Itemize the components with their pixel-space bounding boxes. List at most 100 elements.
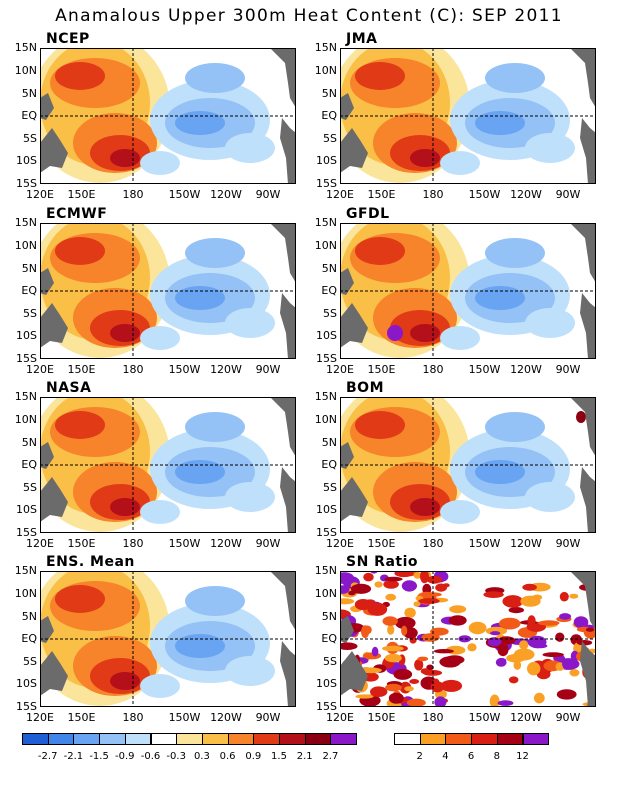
lat-tick-label: 10S [7, 503, 37, 516]
sn-ratio-area [538, 620, 559, 625]
map-panel-jma: JMA 15N 10N 5N EQ 5S 10S 15S 120E 150E 180 150W 120W… [340, 48, 596, 184]
cool-anomaly-area [175, 634, 225, 658]
map-panel-sn-ratio: SN Ratio 15N 10N 5N EQ 5S 10S 15S 120E 150E 180 150… [340, 571, 596, 707]
lat-tick-label: 5S [7, 132, 37, 145]
sn-ratio-area [402, 580, 417, 591]
sn-ratio-area [432, 679, 439, 690]
cool-anomaly-area [225, 482, 275, 512]
lat-tick-label: EQ [307, 632, 337, 645]
lon-tick-label: 150E [62, 711, 102, 724]
sn-ratio-area [385, 594, 396, 601]
lat-tick-label: 5N [307, 262, 337, 275]
sn-ratio-area [351, 584, 371, 594]
colorbar-swatch [228, 733, 255, 745]
lat-tick-label: 15N [7, 390, 37, 403]
sn-ratio-area [522, 584, 537, 591]
sn-ratio-area [427, 576, 442, 584]
anomaly-colorbar: -2.7 -2.1 -1.5 -0.9 -0.6 -0.3 0.3 0.6 0.9 1.5 2.1 2… [22, 733, 356, 767]
map-panel-nasa: NASA 15N 10N 5N EQ 5S 10S 15S 120E 150E 180 150W 120… [40, 397, 296, 533]
cool-anomaly-area [175, 111, 225, 135]
colorbar-swatch [176, 733, 203, 745]
lon-tick-label: 180 [413, 711, 453, 724]
cool-anomaly-area [525, 133, 575, 163]
heat-content-map [40, 48, 296, 184]
lon-tick-label: 180 [113, 711, 153, 724]
warm-anomaly-area [576, 411, 586, 423]
lat-tick-label: 10N [307, 239, 337, 252]
heat-content-map [340, 397, 596, 533]
heat-content-map [40, 397, 296, 533]
sn-ratio-area [496, 658, 507, 667]
map-panel-ncep: NCEP 15N 10N 5N EQ 5S 10S 15S 120E 150E 180 150W 120… [40, 48, 296, 184]
cool-anomaly-area [525, 308, 575, 338]
cool-anomaly-area [475, 460, 525, 484]
lon-tick-label: 150W [465, 537, 505, 550]
map-panel-bom: BOM 15N 10N 5N EQ 5S 10S 15S 120E 150E 180 150W 120W… [340, 397, 596, 533]
panel-label: GFDL [346, 206, 390, 222]
lat-tick-label: EQ [307, 109, 337, 122]
lon-tick-label: 90W [548, 711, 588, 724]
sn-ratio-area [383, 580, 399, 589]
warm-anomaly-area [55, 62, 105, 90]
cool-anomaly-area [185, 412, 245, 442]
cool-anomaly-area [485, 63, 545, 93]
sn-ratio-area [421, 633, 439, 642]
lon-tick-label: 120E [320, 537, 360, 550]
warm-anomaly-area [355, 237, 405, 265]
lon-tick-label: 120E [20, 537, 60, 550]
warm-anomaly-area [355, 62, 405, 90]
lat-tick-label: 5S [307, 307, 337, 320]
heat-content-map [40, 223, 296, 359]
lat-tick-label: 10S [307, 329, 337, 342]
sn-ratio-area [519, 640, 528, 649]
panel-label: SN Ratio [346, 554, 418, 570]
lat-tick-label: EQ [7, 458, 37, 471]
lat-tick-label: 10N [7, 64, 37, 77]
sn-ratio-area [361, 625, 369, 638]
heat-content-map [340, 571, 596, 707]
panel-label: JMA [346, 31, 377, 47]
lat-tick-label: 10N [307, 587, 337, 600]
sn-ratio-area [382, 646, 404, 652]
lat-tick-label: EQ [307, 284, 337, 297]
sn-ratio-area [384, 577, 402, 582]
colorbar-swatch [471, 733, 498, 745]
lon-tick-label: 120W [206, 363, 246, 376]
sn-ratio-area [449, 605, 466, 613]
cool-anomaly-area [140, 326, 180, 350]
colorbar-swatch [48, 733, 75, 745]
lon-tick-label: 150W [165, 711, 205, 724]
sn-ratio-area [370, 686, 387, 697]
colorbar-swatch [151, 733, 178, 745]
lon-tick-label: 150W [465, 188, 505, 201]
lat-tick-label: EQ [7, 109, 37, 122]
lat-tick-label: 10S [7, 329, 37, 342]
sn-ratio-area [509, 676, 519, 683]
sn-ratio-area [490, 631, 500, 635]
cool-anomaly-area [175, 460, 225, 484]
lat-tick-label: 15N [307, 41, 337, 54]
sn-ratio-area [409, 679, 419, 684]
warm-anomaly-area [110, 498, 140, 516]
warm-anomaly-area [410, 149, 440, 167]
lat-tick-label: 15N [7, 216, 37, 229]
lat-tick-label: 5S [307, 481, 337, 494]
lon-tick-label: 180 [113, 363, 153, 376]
lon-tick-label: 120W [506, 711, 546, 724]
sn-ratio-area [483, 591, 503, 598]
lat-tick-label: 5N [7, 610, 37, 623]
panel-label: NCEP [46, 31, 90, 47]
cool-anomaly-area [225, 308, 275, 338]
cool-anomaly-area [185, 586, 245, 616]
sn-ratio-area [499, 618, 521, 630]
sn-ratio-area [385, 654, 402, 662]
colorbar-swatch [253, 733, 280, 745]
sn-ratio-area [404, 608, 415, 618]
cool-anomaly-area [440, 500, 480, 524]
cool-anomaly-area [175, 286, 225, 310]
sn-ratio-area [543, 652, 564, 657]
lon-tick-label: 120W [206, 537, 246, 550]
sn-ratio-area [562, 659, 570, 669]
lon-tick-label: 120E [20, 188, 60, 201]
sn-ratio-area [520, 596, 540, 607]
